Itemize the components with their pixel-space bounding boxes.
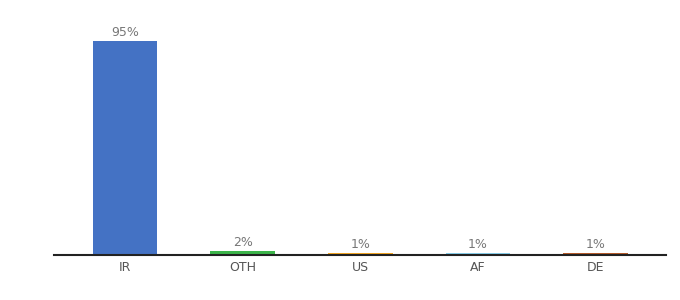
Bar [210, 250, 275, 255]
Bar [328, 253, 393, 255]
Bar [92, 41, 157, 255]
Text: 1%: 1% [468, 238, 488, 251]
Text: 95%: 95% [111, 26, 139, 39]
Bar [564, 253, 628, 255]
Text: 1%: 1% [586, 238, 606, 251]
Bar [445, 253, 511, 255]
Text: 1%: 1% [350, 238, 371, 251]
Text: 2%: 2% [233, 236, 253, 249]
